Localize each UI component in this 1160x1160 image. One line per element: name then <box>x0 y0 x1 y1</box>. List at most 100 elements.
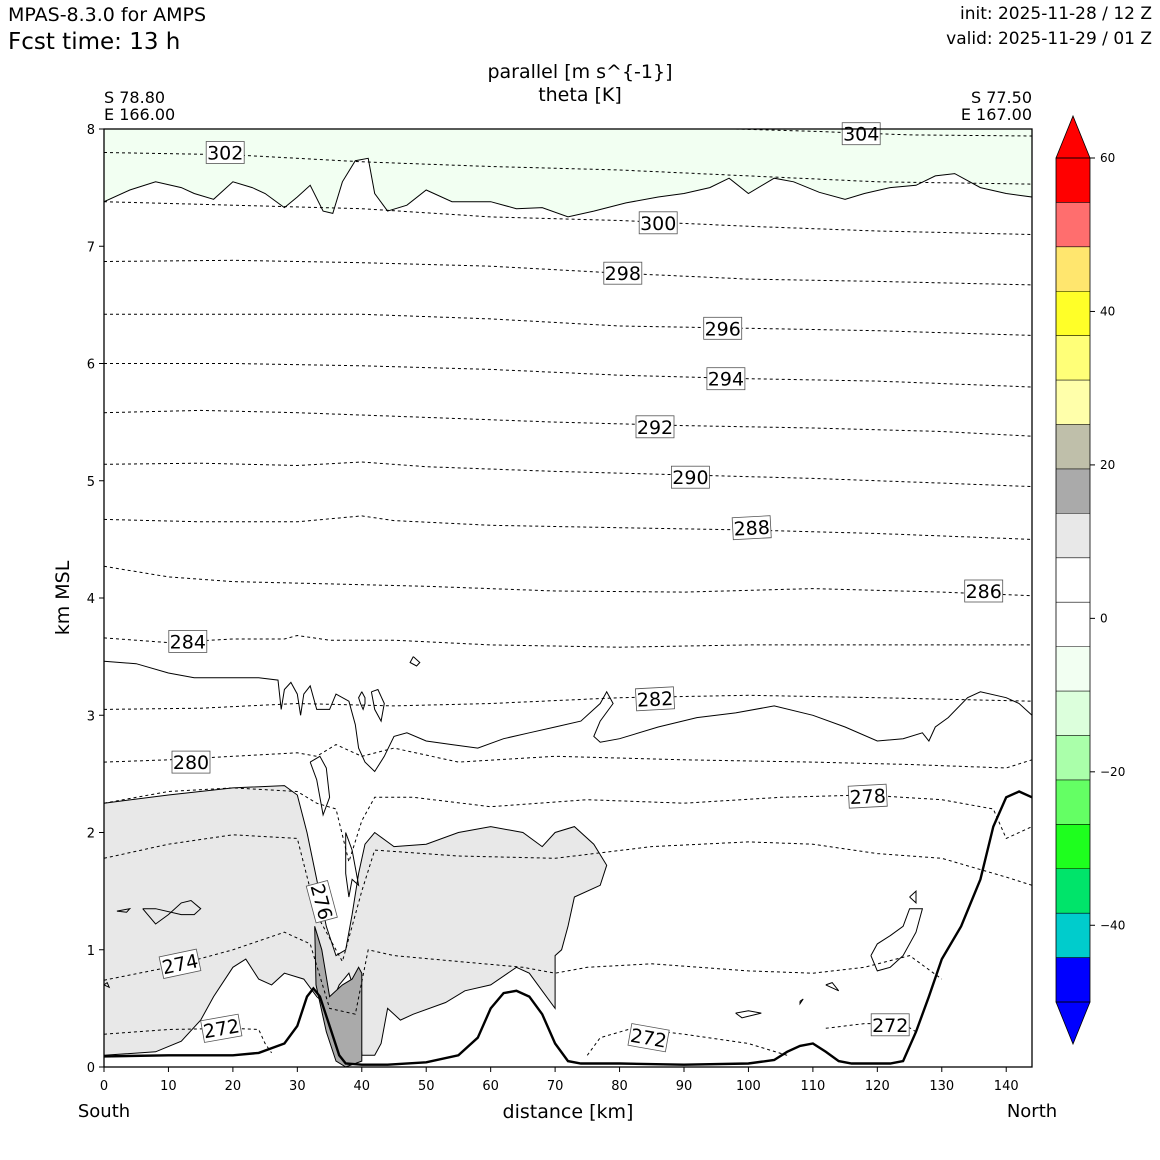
chart-title-line-1: parallel [m s^{-1}] <box>487 61 672 83</box>
wind-contour-line <box>799 998 804 1006</box>
wind-contour-line <box>870 908 924 972</box>
shaded-region <box>314 926 363 1068</box>
colorbar-swatch <box>1056 335 1090 381</box>
colorbar: −40 −20 0 20 40 60 <box>1055 114 1125 1046</box>
wind-contour-line <box>358 691 366 711</box>
isentrope-label: 276 <box>305 880 338 924</box>
label-text: 284 <box>170 631 206 653</box>
colorbar-swatch <box>1056 957 1090 1002</box>
label-box <box>171 750 211 774</box>
isentrope-label: 274 <box>158 948 202 979</box>
wind-contour-line <box>103 981 111 989</box>
model-title: MPAS-8.3.0 for AMPS <box>8 4 207 26</box>
label-box <box>671 465 710 489</box>
left-direction-label: South <box>78 1101 130 1122</box>
isentrope-label: 296 <box>703 316 743 340</box>
isentrope-line <box>104 313 1033 336</box>
forecast-time: Fcst time: 13 h <box>8 29 181 55</box>
chart-title-line-2: theta [K] <box>538 84 622 106</box>
left-lat-label: S 78.80 <box>104 88 165 107</box>
wind-contour-line <box>825 982 840 992</box>
colorbar-swatch <box>1056 202 1090 247</box>
y-tick-label: 2 <box>87 827 95 842</box>
isentrope-line <box>103 259 1033 286</box>
label-text: 296 <box>705 318 741 340</box>
label-text: 292 <box>637 417 673 439</box>
label-box <box>158 948 202 979</box>
x-tick-label: 130 <box>929 1079 954 1094</box>
x-tick-label: 20 <box>225 1079 242 1094</box>
isentrope-line <box>103 565 1033 597</box>
y-tick-label: 0 <box>87 1061 95 1076</box>
isentrope-line <box>103 744 1033 769</box>
x-tick-label: 0 <box>100 1079 108 1094</box>
colorbar-top-arrow <box>1055 114 1091 159</box>
label-box <box>603 261 643 285</box>
shaded-region <box>103 128 1033 218</box>
wind-shading <box>103 128 1033 1068</box>
isentrope-line <box>735 128 1033 137</box>
isentrope-line <box>103 634 1032 648</box>
valid-time: valid: 2025-11-29 / 01 Z <box>946 29 1152 49</box>
x-tick-label: 50 <box>418 1079 435 1094</box>
isentrope-label: 292 <box>635 415 675 439</box>
colorbar-swatch <box>1056 557 1090 603</box>
colorbar-swatch <box>1056 158 1090 203</box>
isentrope-label: 282 <box>635 686 675 712</box>
wind-contour-line <box>735 1010 762 1019</box>
wind-contour-line <box>909 889 917 905</box>
isentrope-line <box>103 931 943 1015</box>
label-text: 290 <box>672 467 708 489</box>
wind-contours <box>103 656 1033 1019</box>
label-box <box>305 880 338 924</box>
wind-contour-line <box>370 688 385 723</box>
colorbar-swatch <box>1056 468 1090 514</box>
x-tick-label: 110 <box>800 1079 825 1094</box>
isentrope-line <box>103 834 1033 963</box>
label-box <box>731 515 772 541</box>
y-tick-label: 7 <box>87 240 95 255</box>
isentrope-line <box>103 515 1033 540</box>
label-text: 278 <box>849 785 886 809</box>
label-box <box>635 415 675 439</box>
isentrope-label: 294 <box>706 367 746 391</box>
x-tick-label: 100 <box>736 1079 761 1094</box>
colorbar-tick-label: −20 <box>1100 765 1125 779</box>
colorbar-swatch <box>1056 913 1090 958</box>
wind-contour-line <box>409 656 421 667</box>
isentrope-label: 280 <box>171 750 211 774</box>
label-box <box>706 367 746 391</box>
colorbar-swatch <box>1056 779 1090 825</box>
wind-contour-line <box>309 755 331 817</box>
x-tick-label: 30 <box>289 1079 306 1094</box>
x-tick-label: 70 <box>547 1079 564 1094</box>
label-box <box>964 579 1004 603</box>
theta-isentropes <box>103 128 1033 1056</box>
isentrope-line <box>103 461 1033 488</box>
label-box <box>841 122 881 146</box>
left-lon-label: E 166.00 <box>104 105 175 124</box>
label-text: 272 <box>872 1015 908 1037</box>
label-text: 300 <box>640 213 676 235</box>
y-tick-label: 6 <box>87 358 95 373</box>
terrain <box>103 790 1033 1066</box>
colorbar-swatch <box>1056 424 1090 469</box>
isentrope-line <box>104 363 1033 388</box>
label-box <box>703 316 743 340</box>
colorbar-swatch <box>1056 735 1090 780</box>
colorbar-swatch <box>1056 824 1090 869</box>
label-text: 282 <box>636 688 673 712</box>
isentrope-label: 272 <box>200 1013 243 1043</box>
isentrope-line <box>103 787 1033 864</box>
x-tick-label: 90 <box>676 1079 693 1094</box>
colorbar-bottom-arrow <box>1055 1001 1091 1046</box>
label-text: 294 <box>708 369 744 391</box>
isentrope-label: 278 <box>847 783 888 809</box>
y-tick-label: 4 <box>87 592 95 607</box>
colorbar-swatch <box>1056 246 1090 292</box>
label-text: 298 <box>605 263 641 285</box>
colorbar-tick-label: −40 <box>1100 918 1125 932</box>
isentrope-label: 288 <box>731 515 772 541</box>
isentrope-label: 286 <box>964 579 1004 603</box>
